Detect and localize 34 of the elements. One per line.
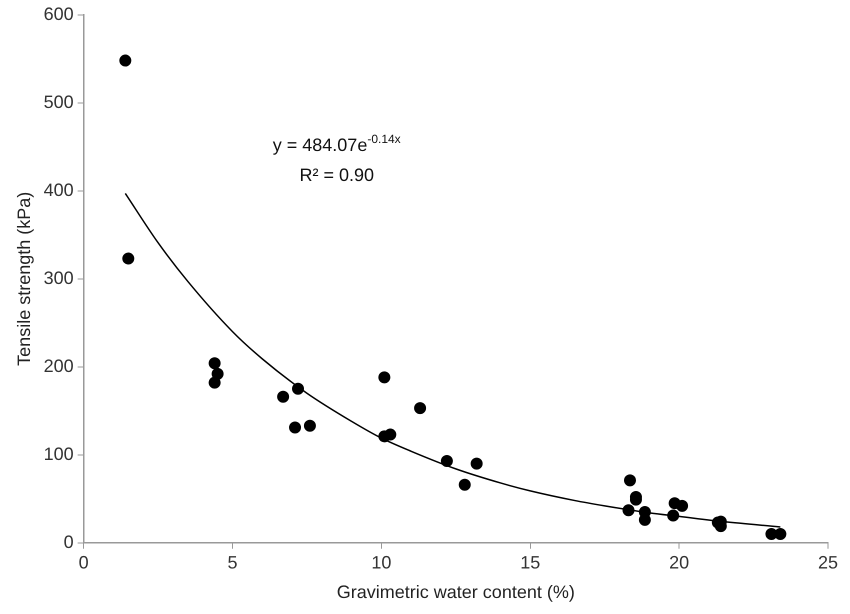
y-tick-label: 100 [44,444,74,464]
y-tick-label: 600 [44,4,74,24]
point [289,422,302,434]
x-tick-label: 15 [520,552,540,573]
x-tick-label: 0 [78,552,89,573]
point [676,500,688,512]
y-tick-label: 400 [44,180,74,200]
x-tick-label: 25 [818,552,838,573]
annotation: R² = 0.90 [299,164,374,185]
point [622,504,635,516]
point [292,382,304,395]
y-tick-label: 500 [44,92,74,112]
point [458,478,471,491]
point [624,474,636,486]
point [208,376,221,389]
point [304,420,316,432]
point [414,402,426,414]
x-tick-label: 20 [669,552,690,573]
point [378,371,390,384]
point [119,54,132,67]
point [667,510,680,522]
y-axis-title: Tensile strength (kPa) [14,192,34,366]
point [208,357,221,370]
y-tick-label: 200 [44,356,74,376]
point [440,454,453,467]
y-tick-label: 0 [64,532,74,552]
x-axis-title: Gravimetric water content (%) [336,582,575,602]
point [122,252,134,265]
y-tick-label: 300 [44,268,74,288]
point [277,390,290,403]
point [470,458,483,470]
x-tick-label: 10 [371,552,392,573]
point [384,428,396,441]
x-tick-label: 5 [228,552,238,573]
